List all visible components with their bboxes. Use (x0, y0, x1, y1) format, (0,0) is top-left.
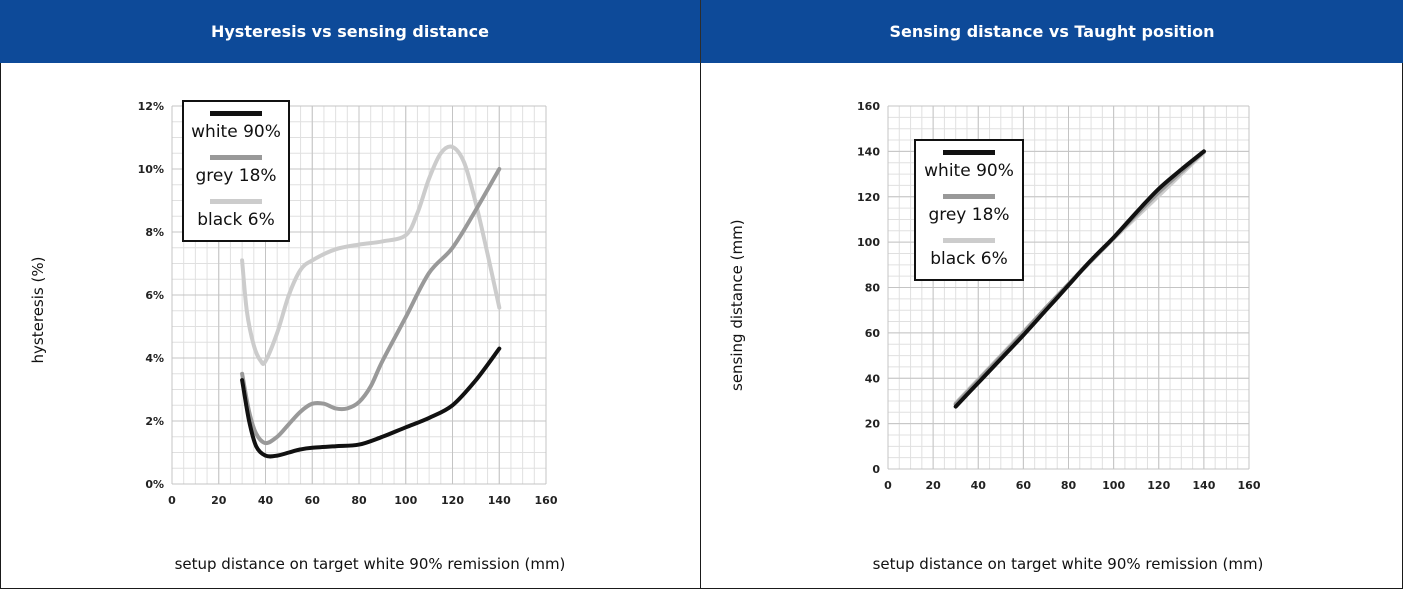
chart-2-x-tick: 120 (1147, 479, 1170, 492)
chart-1-legend-swatch (210, 155, 262, 160)
chart-1-legend: white 90% grey 18% black 6% (182, 100, 290, 242)
chart-2-y-tick: 0 (872, 463, 880, 476)
chart-2-legend: white 90% grey 18% black 6% (914, 139, 1024, 281)
chart-2-x-tick: 100 (1102, 479, 1125, 492)
header-divider (700, 0, 701, 63)
chart-1-legend-swatch (210, 111, 262, 116)
chart-2-legend-swatch (943, 238, 995, 243)
chart-2-legend-swatch (943, 194, 995, 199)
chart-1-y-tick: 12% (138, 100, 164, 113)
chart-2-x-tick: 140 (1192, 479, 1215, 492)
chart-1-x-tick: 0 (168, 494, 176, 507)
chart-1-x-tick: 100 (394, 494, 417, 507)
chart-2-y-tick: 20 (865, 418, 881, 431)
chart-1-series-white-90 (240, 346, 502, 459)
chart-1-y-tick: 8% (145, 226, 164, 239)
chart-2-y-tick: 40 (865, 372, 881, 385)
chart-2-legend-label: white 90% (924, 161, 1014, 181)
chart-2-x-tick: 60 (1016, 479, 1032, 492)
chart-1-series-black-6 (240, 144, 502, 366)
chart-2-title: Sensing distance vs Taught position (889, 22, 1215, 41)
chart-1-x-tick: 20 (211, 494, 227, 507)
chart-2-x-tick: 40 (971, 479, 987, 492)
chart-1-title: Hysteresis vs sensing distance (210, 22, 490, 41)
chart-2-x-tick: 80 (1061, 479, 1077, 492)
chart-2-x-tick: 20 (925, 479, 941, 492)
chart-1-series-grey-18 (240, 167, 502, 446)
panel-divider (700, 63, 701, 589)
chart-1-x-tick: 140 (488, 494, 511, 507)
chart-2-x-tick: 160 (1238, 479, 1261, 492)
chart-1-x-tick: 40 (258, 494, 274, 507)
chart-1-x-tick: 120 (441, 494, 464, 507)
chart-1-svg: 0 20 40 60 80 100 120 140 160 0% 2% 4% 6% 8% 10% 12% whi… (138, 100, 558, 507)
chart-2-y-tick: 80 (865, 282, 881, 295)
chart-1-legend-swatch (210, 199, 262, 204)
chart-2-legend-label: grey 18% (928, 205, 1009, 225)
chart-1-legend-label: white 90% (191, 122, 281, 142)
chart-2-legend-swatch (943, 150, 995, 155)
chart-2-x-tick: 0 (884, 479, 892, 492)
chart-2-svg: 0 20 40 60 80 100 120 140 160 0 20 40 60 80 100 120 140 1… (857, 100, 1261, 492)
chart-2-y-tick: 60 (865, 327, 881, 340)
chart-1-y-tick: 0% (145, 478, 164, 491)
chart-2-y-tick: 140 (857, 145, 880, 158)
chart-1-legend-label: grey 18% (195, 166, 276, 186)
chart-2-xlabel: setup distance on target white 90% remis… (872, 555, 1264, 573)
chart-1-xlabel: setup distance on target white 90% remis… (174, 555, 566, 573)
chart-1-y-tick: 4% (145, 352, 164, 365)
chart-2-y-tick: 100 (857, 236, 880, 249)
chart-1-x-tick: 60 (305, 494, 321, 507)
chart-1-y-tick: 2% (145, 415, 164, 428)
chart-2-legend-label: black 6% (930, 249, 1008, 269)
chart-2-y-tick: 160 (857, 100, 880, 113)
chart-1-x-tick: 80 (351, 494, 367, 507)
chart-1-legend-label: black 6% (197, 210, 275, 230)
chart-1-x-tick: 160 (535, 494, 558, 507)
chart-1-y-tick: 10% (138, 163, 164, 176)
header-bar: Hysteresis vs sensing distance Sensing d… (0, 0, 1403, 63)
chart-2-y-tick: 120 (857, 191, 880, 204)
chart-2-series-white-90 (953, 149, 1206, 409)
chart-1-y-tick: 6% (145, 289, 164, 302)
